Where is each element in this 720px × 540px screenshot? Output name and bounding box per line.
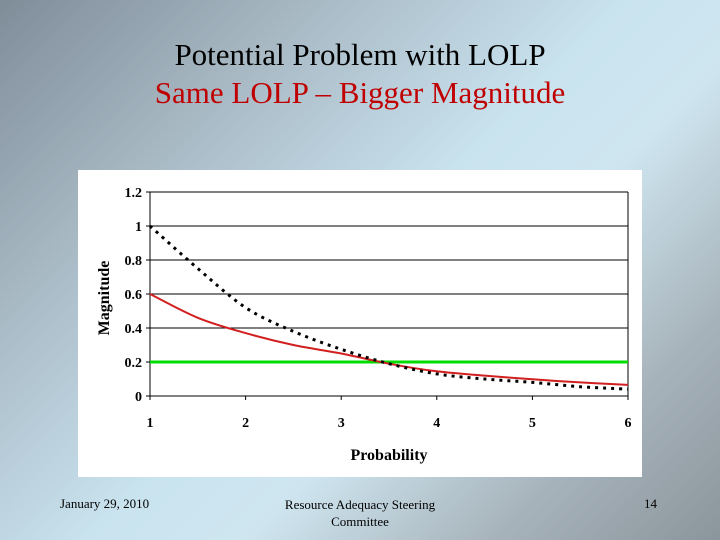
y-tick-label: 0.8 [125, 254, 143, 269]
y-tick-label: 0.6 [125, 288, 143, 303]
footer-committee: Resource Adequacy Steering Committee [284, 497, 436, 529]
footer-date: January 29, 2010 [60, 496, 150, 511]
x-tick-label: 5 [529, 416, 536, 431]
y-tick-label: 0.4 [125, 322, 143, 337]
y-tick-label: 0 [135, 390, 142, 405]
dotted-curve-line [149, 224, 629, 391]
y-axis-title: Magnitude [96, 261, 113, 336]
y-tick-label: 0.2 [125, 356, 143, 371]
chart-panel: 0 0.2 0.4 0.6 0.8 1 1.2 1 2 3 4 5 6 Probability Magn… [78, 170, 642, 477]
y-tick-label: 1.2 [125, 186, 143, 201]
x-tick-label: 1 [147, 416, 154, 431]
x-tick-label: 2 [242, 416, 249, 431]
slide-title: Potential Problem with LOLP Same LOLP – … [0, 36, 720, 112]
line-chart: 0 0.2 0.4 0.6 0.8 1 1.2 1 2 3 4 5 6 Probability Magn… [96, 186, 632, 464]
title-line-1: Potential Problem with LOLP [174, 37, 546, 72]
red-curve-line [149, 293, 629, 386]
footer-page-number: 14 [644, 496, 657, 511]
y-tick-label: 1 [135, 220, 142, 235]
x-tick-label: 4 [433, 416, 440, 431]
title-line-2: Same LOLP – Bigger Magnitude [154, 75, 566, 110]
axis-ticks: 0 0.2 0.4 0.6 0.8 1 1.2 1 2 3 4 5 6 [125, 186, 632, 431]
x-tick-label: 3 [338, 416, 345, 431]
grid-lines [149, 191, 629, 397]
x-tick-label: 6 [625, 416, 632, 431]
x-axis-title: Probability [350, 447, 427, 464]
series-lines [149, 224, 629, 391]
